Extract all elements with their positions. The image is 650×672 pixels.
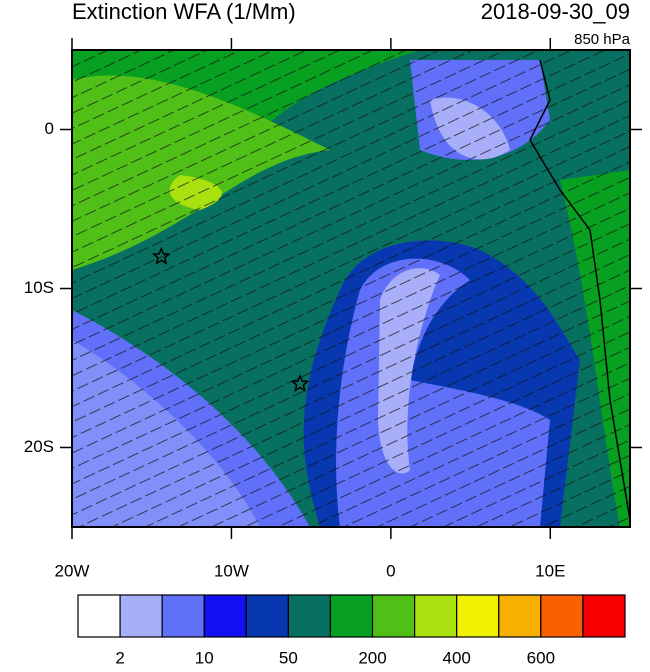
site-marker bbox=[290, 373, 310, 392]
colorbar-box bbox=[245, 594, 289, 638]
y-tick-label: 20S bbox=[24, 437, 54, 456]
title: Extinction WFA (1/Mm) bbox=[72, 0, 296, 24]
colorbar-box bbox=[77, 594, 121, 638]
y-tick-label: 0 bbox=[45, 119, 54, 138]
level: 850 hPa bbox=[574, 31, 631, 48]
colorbar-box bbox=[498, 594, 542, 638]
colorbar-box bbox=[119, 594, 163, 638]
colorbar-box bbox=[456, 594, 500, 638]
x-tick-label: 0 bbox=[386, 561, 395, 580]
site-marker bbox=[151, 246, 171, 265]
x-tick-label: 10W bbox=[214, 561, 249, 580]
colorbar-box bbox=[161, 594, 205, 638]
y-tick-label: 10S bbox=[24, 278, 54, 297]
colorbar-label: 10 bbox=[195, 648, 214, 667]
colorbar-box bbox=[203, 594, 247, 638]
colorbar-box bbox=[414, 594, 458, 638]
x-tick-label: 10E bbox=[535, 561, 565, 580]
colorbar-label: 200 bbox=[358, 648, 386, 667]
time: 2018-09-30_09 bbox=[481, 0, 630, 24]
field bbox=[72, 50, 630, 527]
colorbar-label: 2 bbox=[115, 648, 124, 667]
colorbar-label: 600 bbox=[527, 648, 555, 667]
colorbar-box bbox=[287, 594, 332, 638]
colorbar-box bbox=[329, 594, 374, 638]
colorbar-box bbox=[540, 594, 584, 638]
x-tick-label: 20W bbox=[55, 561, 90, 580]
colorbar-label: 400 bbox=[443, 648, 471, 667]
colorbar-label: 50 bbox=[279, 648, 298, 667]
colorbar-box bbox=[371, 594, 416, 638]
colorbar-box bbox=[582, 594, 626, 638]
